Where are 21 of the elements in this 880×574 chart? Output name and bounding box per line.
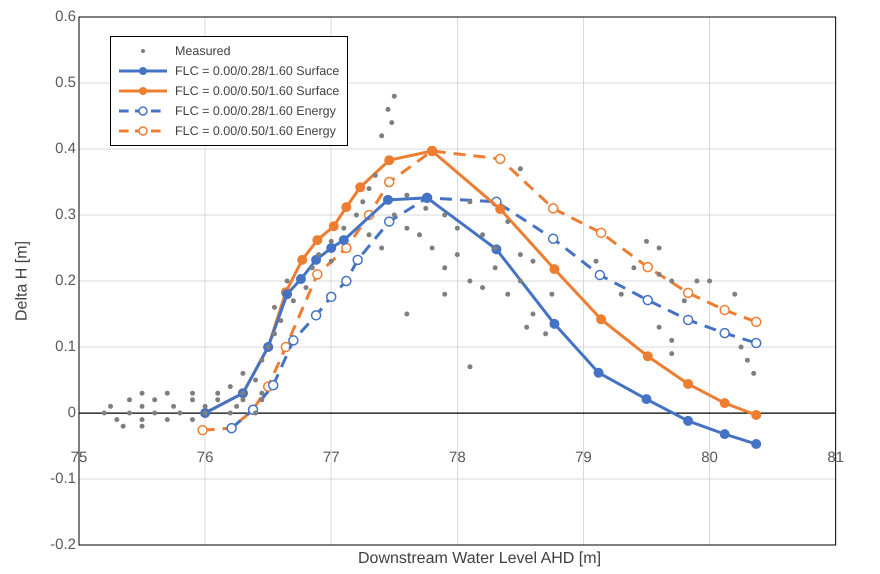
x-tick-label: 79 xyxy=(575,449,592,466)
y-tick-label: 0.3 xyxy=(55,206,76,224)
y-tick-label: 0.1 xyxy=(55,338,76,356)
y-tick-label: 0.5 xyxy=(55,74,76,92)
y-axis-title: Delta H [m] xyxy=(13,240,30,322)
legend-label: FLC = 0.00/0.28/1.60 Energy xyxy=(175,104,336,118)
legend-label: FLC = 0.00/0.50/1.60 Energy xyxy=(175,124,336,138)
x-tick-label: 76 xyxy=(196,449,214,466)
y-tick-label: -0.1 xyxy=(50,470,76,488)
y-tick-label: 0.4 xyxy=(55,140,76,158)
y-tick-label: 0 xyxy=(68,404,76,422)
y-tick-label: 0.2 xyxy=(55,272,76,290)
legend-label: Measured xyxy=(175,44,231,58)
x-tick-label: 80 xyxy=(701,449,718,466)
legend-label: FLC = 0.00/0.50/1.60 Surface xyxy=(175,84,340,98)
y-tick-label: 0.6 xyxy=(55,8,76,26)
x-tick-label: 77 xyxy=(322,449,340,466)
y-tick-label: -0.2 xyxy=(50,536,76,554)
x-axis-title: Downstream Water Level AHD [m] xyxy=(356,550,602,568)
x-tick-label: 78 xyxy=(448,449,466,466)
legend-label: FLC = 0.00/0.28/1.60 Surface xyxy=(175,64,340,78)
